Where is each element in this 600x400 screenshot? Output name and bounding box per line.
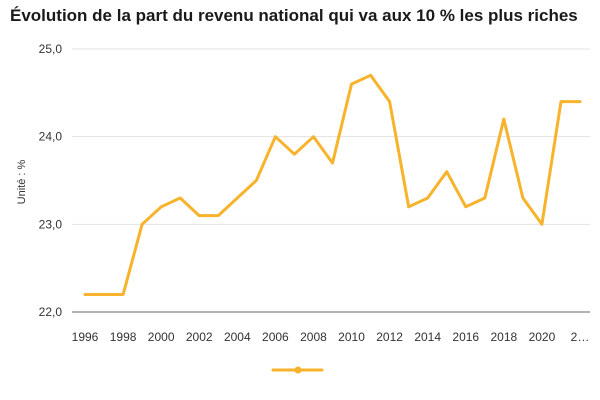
y-tick-label: 23,0 <box>39 217 63 231</box>
legend <box>271 366 324 374</box>
y-tick-label: 25,0 <box>39 42 63 56</box>
y-axis-label: Unité : % <box>16 159 28 204</box>
x-tick-label: 1996 <box>72 330 99 344</box>
x-tick-label: 2008 <box>300 330 327 344</box>
x-tick-label: 2018 <box>490 330 517 344</box>
x-tick-label: 2014 <box>414 330 441 344</box>
x-tick-label: 2006 <box>262 330 289 344</box>
x-tick-label: 2016 <box>452 330 479 344</box>
x-tick-label: 2010 <box>338 330 365 344</box>
y-tick-label: 22,0 <box>39 305 63 319</box>
x-axis-ticks: 1996 1998 2000 2002 2004 2006 2008 2010 2012 2014… <box>72 330 590 344</box>
x-tick-label: 2000 <box>148 330 175 344</box>
y-tick-label: 24,0 <box>39 130 63 144</box>
x-tick-label: 2002 <box>186 330 213 344</box>
x-tick-label: 2012 <box>376 330 403 344</box>
x-tick-label: 2… <box>571 330 590 344</box>
chart-title: Évolution de la part du revenu national … <box>10 6 578 25</box>
x-tick-label: 1998 <box>110 330 137 344</box>
x-tick-label: 2020 <box>529 330 556 344</box>
legend-marker <box>294 366 302 374</box>
x-tick-label: 2004 <box>224 330 251 344</box>
series-line <box>83 73 582 296</box>
gridlines <box>72 48 590 313</box>
y-axis-ticks: 25,0 24,0 23,0 22,0 <box>39 42 63 319</box>
